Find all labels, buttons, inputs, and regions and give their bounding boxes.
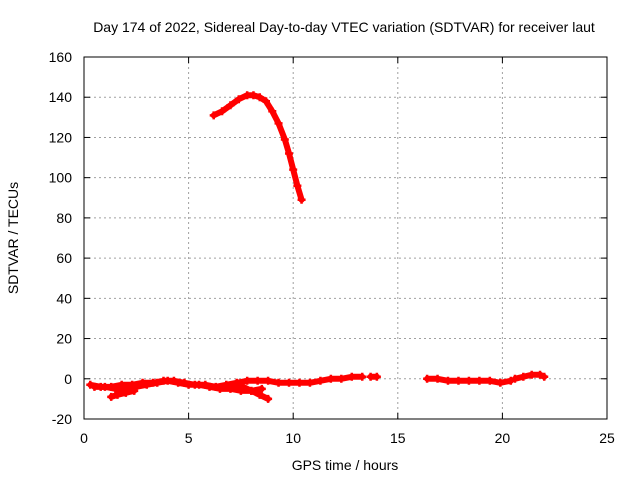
data-point-3-3 <box>130 386 139 395</box>
data-point-1-22 <box>316 376 325 385</box>
data-point-1-26 <box>358 372 367 381</box>
data-point-0-2 <box>226 101 235 110</box>
data-point-0-11 <box>285 149 294 158</box>
data-point-0-14 <box>297 195 306 204</box>
data-point-0-1 <box>218 107 227 116</box>
y-tick-label-7: 120 <box>49 129 73 145</box>
data-point-2-12 <box>215 384 224 393</box>
x-tick-label-3: 15 <box>390 430 406 446</box>
data-point-0-0 <box>209 111 218 120</box>
y-tick-label-4: 60 <box>56 250 72 266</box>
y-tick-label-1: 0 <box>64 371 72 387</box>
data-point-4-0 <box>230 380 239 389</box>
y-tick-label-0: -20 <box>52 411 72 427</box>
data-point-6-1 <box>433 374 442 383</box>
data-point-0-5 <box>249 91 258 100</box>
data-point-2-11 <box>205 382 214 391</box>
data-point-1-16 <box>253 376 262 385</box>
data-point-3-1 <box>113 390 122 399</box>
x-tick-label-2: 10 <box>285 430 301 446</box>
series-high-arc <box>209 91 306 204</box>
data-point-1-19 <box>285 378 294 387</box>
data-point-6-5 <box>475 376 484 385</box>
data-point-6-6 <box>485 376 494 385</box>
data-point-5-1 <box>372 372 381 381</box>
data-point-1-15 <box>243 376 252 385</box>
series-baseline-b <box>90 376 266 395</box>
data-point-2-6 <box>153 378 162 387</box>
data-point-3-0 <box>107 392 116 401</box>
series-evening <box>423 374 515 387</box>
data-point-4-2 <box>247 386 256 395</box>
plot-frame <box>83 56 608 420</box>
data-point-2-10 <box>195 380 204 389</box>
data-point-0-6 <box>255 93 264 102</box>
y-tick-label-6: 100 <box>49 170 73 186</box>
data-series <box>86 91 549 403</box>
y-tick-label-3: 40 <box>56 290 72 306</box>
data-point-2-7 <box>163 376 172 385</box>
data-point-4-1 <box>238 382 247 391</box>
data-point-6-0 <box>423 374 432 383</box>
data-point-0-3 <box>234 95 243 104</box>
data-point-2-1 <box>100 382 109 391</box>
y-tick-label-9: 160 <box>49 49 73 65</box>
data-point-4-4 <box>264 394 273 403</box>
x-tick-label-0: 0 <box>80 430 88 446</box>
data-point-2-5 <box>142 380 151 389</box>
data-point-2-2 <box>111 384 120 393</box>
data-point-1-25 <box>347 372 356 381</box>
x-axis-label: GPS time / hours <box>292 457 399 473</box>
data-point-7-3 <box>536 370 545 379</box>
data-point-7-0 <box>510 374 519 383</box>
data-point-1-20 <box>295 378 304 387</box>
series-late <box>510 370 549 383</box>
data-point-6-2 <box>444 376 453 385</box>
y-tick-label-5: 80 <box>56 210 72 226</box>
data-point-4-3 <box>255 390 264 399</box>
x-tick-label-1: 5 <box>185 430 193 446</box>
data-point-1-24 <box>337 374 346 383</box>
data-point-1-18 <box>274 378 283 387</box>
data-point-0-9 <box>274 119 283 128</box>
axis-ticks <box>83 56 608 420</box>
data-point-0-7 <box>262 97 271 106</box>
data-point-6-4 <box>464 376 473 385</box>
series-trace-0 <box>210 92 305 203</box>
x-tick-label-5: 25 <box>599 430 615 446</box>
y-tick-label-8: 140 <box>49 89 73 105</box>
data-point-2-13 <box>226 384 235 393</box>
data-point-7-1 <box>519 372 528 381</box>
data-point-0-13 <box>293 181 302 190</box>
data-point-3-2 <box>121 388 130 397</box>
data-point-7-4 <box>540 372 549 381</box>
series-dip-left <box>107 386 139 401</box>
data-point-2-0 <box>90 382 99 391</box>
series-dip-right <box>230 380 273 403</box>
data-point-0-8 <box>268 107 277 116</box>
data-point-0-10 <box>280 135 289 144</box>
data-point-0-12 <box>289 165 298 174</box>
data-point-2-8 <box>174 378 183 387</box>
data-point-1-17 <box>264 376 273 385</box>
y-tick-label-2: 20 <box>56 331 72 347</box>
data-point-2-9 <box>184 380 193 389</box>
data-point-2-16 <box>257 384 266 393</box>
data-point-6-7 <box>496 378 505 387</box>
data-point-1-23 <box>326 374 335 383</box>
data-point-1-21 <box>305 378 314 387</box>
y-axis-label: SDTVAR / TECUs <box>5 182 21 294</box>
data-point-6-3 <box>454 376 463 385</box>
series-short-segment <box>366 372 381 381</box>
data-point-7-2 <box>527 370 536 379</box>
axis-tick-labels: 0 5 10 15 20 25 -20 0 20 40 60 80 100 120 140 160 <box>49 49 615 446</box>
grid-lines <box>84 57 607 419</box>
chart-title: Day 174 of 2022, Sidereal Day-to-day VTE… <box>93 19 595 35</box>
x-tick-label-4: 20 <box>495 430 511 446</box>
